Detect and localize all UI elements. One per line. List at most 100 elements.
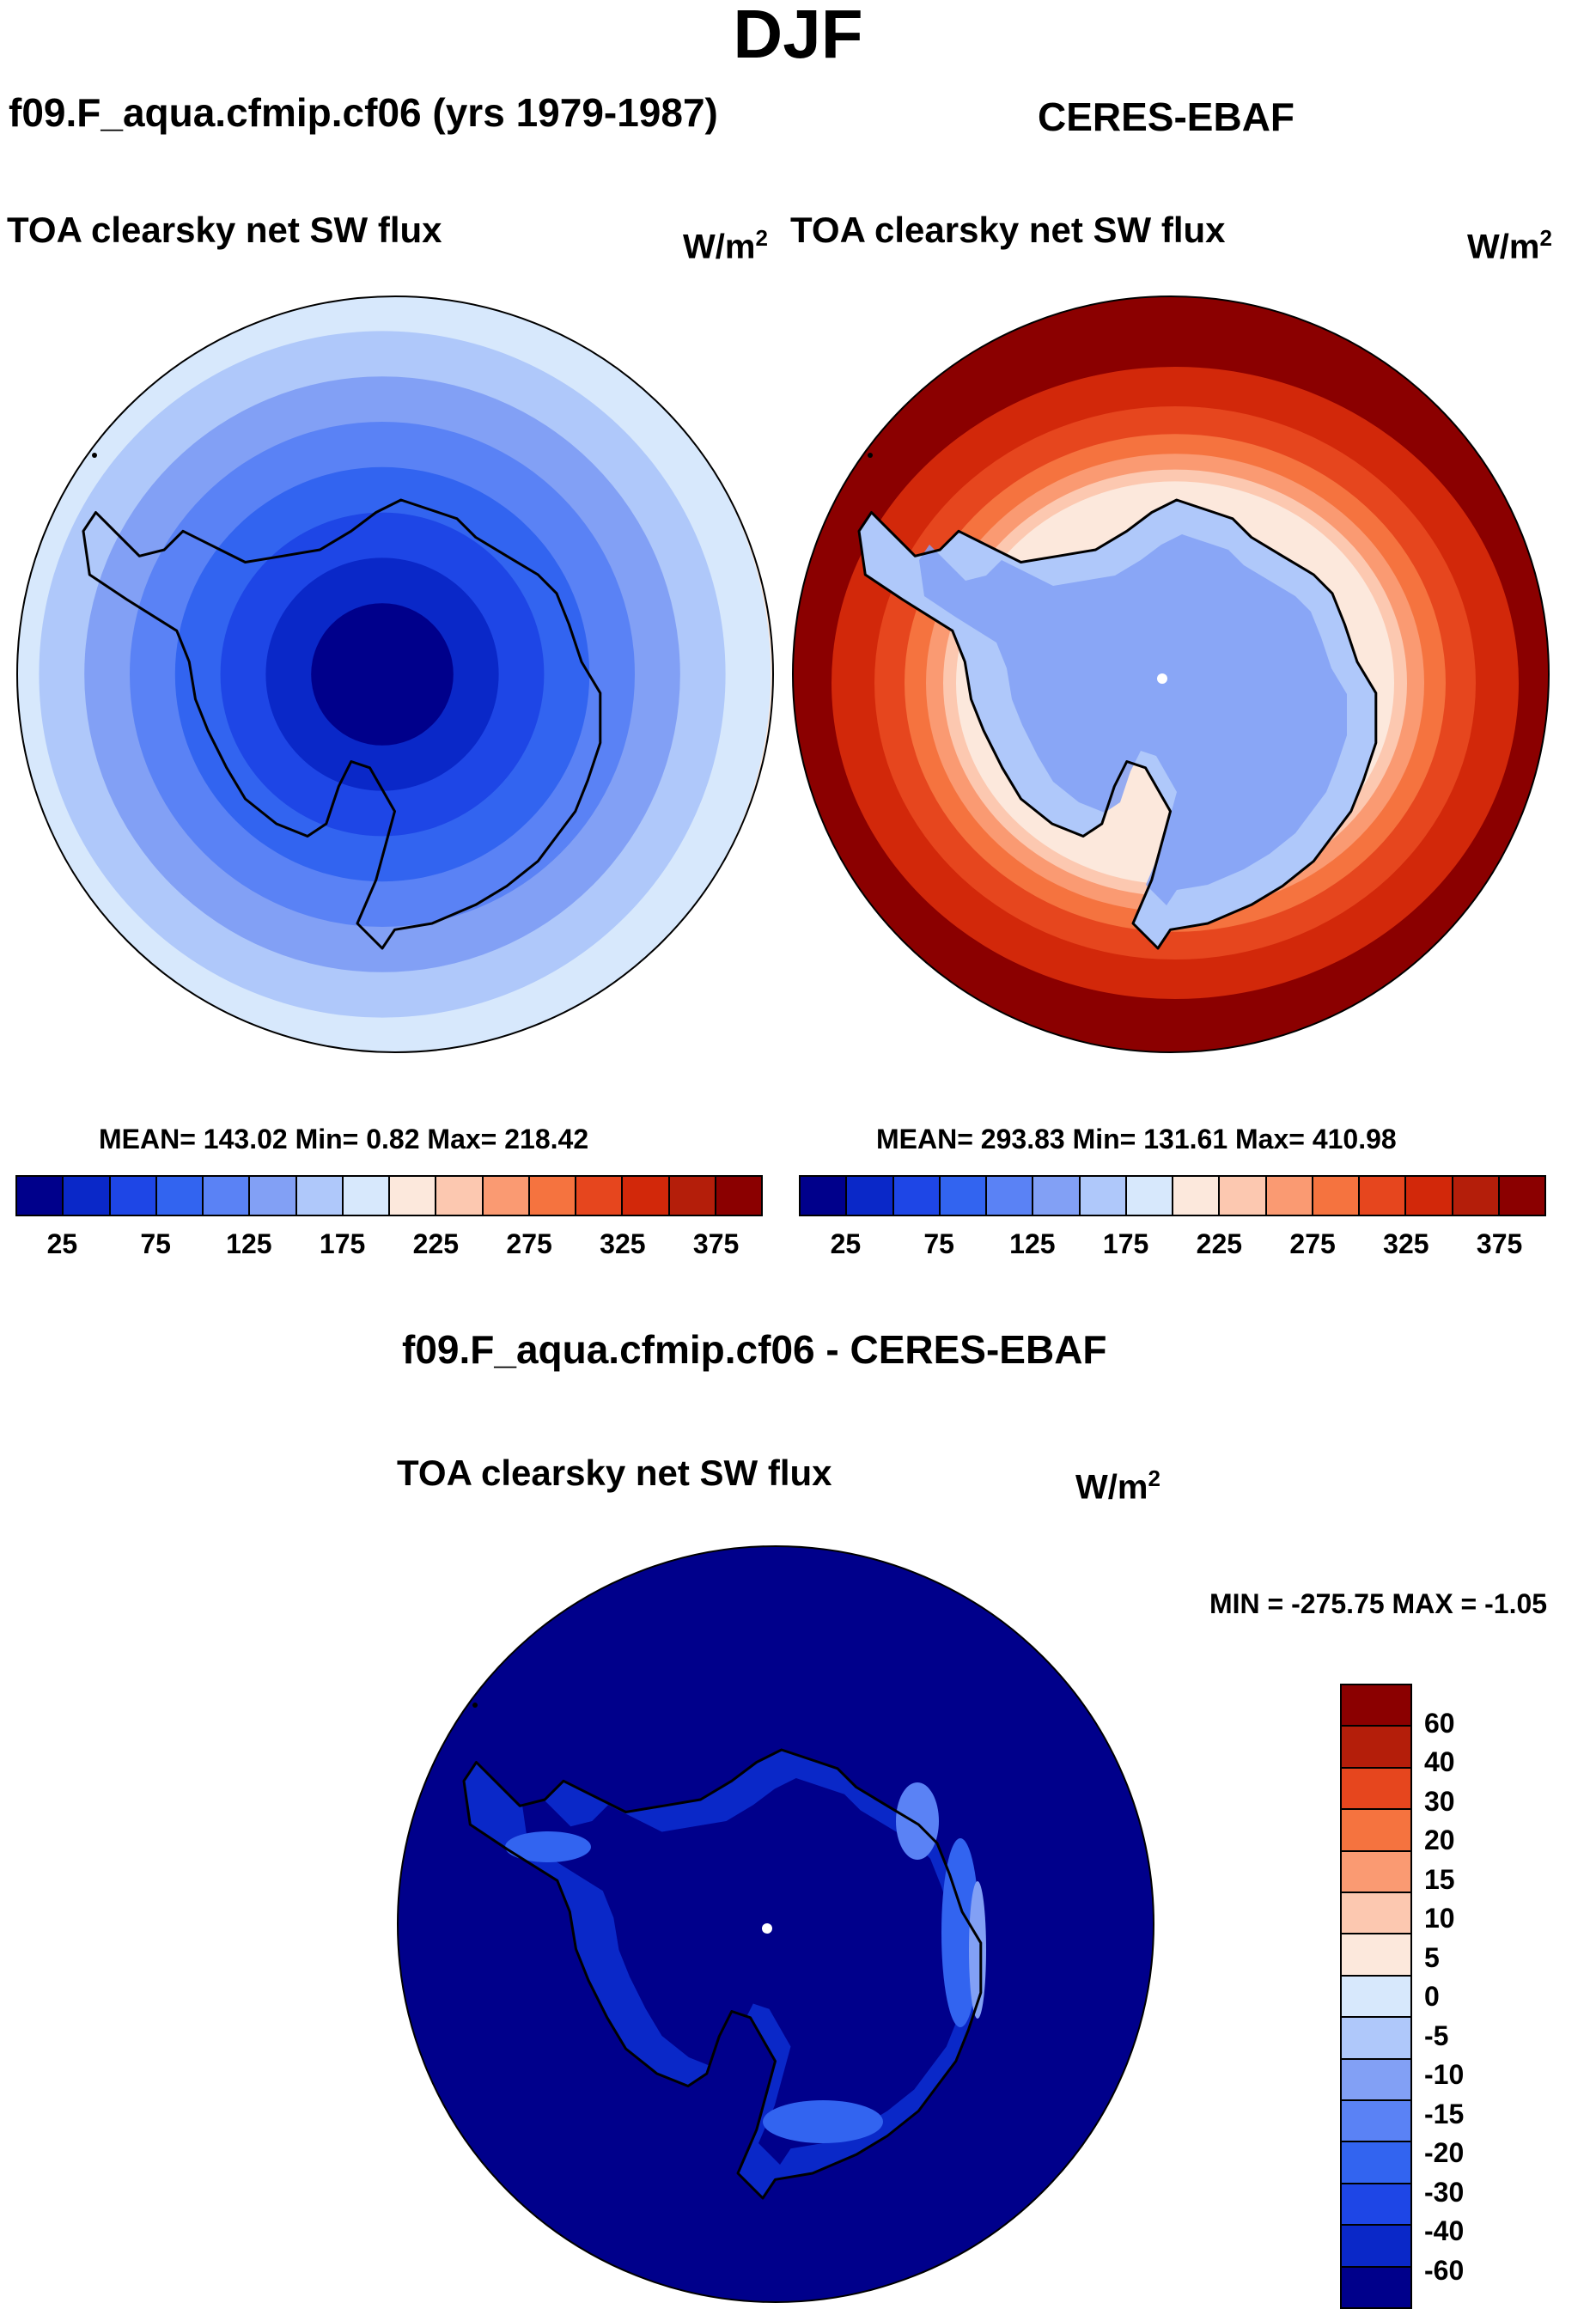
diff-colorbar-swatch [1342, 1768, 1410, 1811]
cbar-obs-swatch [1313, 1177, 1360, 1215]
cbar-obs-swatch [893, 1177, 941, 1215]
diff-colorbar-swatch [1342, 2267, 1410, 2308]
model-map-field [17, 296, 773, 1052]
obs-colorbar [799, 1175, 1546, 1216]
diff-map-anomaly-4 [505, 1831, 591, 1862]
model-colorbar [15, 1175, 763, 1216]
cbar-model-swatch [204, 1177, 251, 1215]
diff-colorbar-tick-label: 15 [1424, 1863, 1455, 1895]
ticks-model-label: 125 [226, 1228, 272, 1259]
diff-colorbar-swatch [1342, 1976, 1410, 2019]
cbar-model-swatch [296, 1177, 344, 1215]
cbar-model-swatch [529, 1177, 576, 1215]
obs-map-ice-interior [919, 534, 1347, 905]
cbar-model-swatch [390, 1177, 437, 1215]
diff-colorbar-tick-label: -30 [1424, 2176, 1465, 2208]
cbar-model-swatch [64, 1177, 111, 1215]
ticks-obs-label: 25 [830, 1228, 862, 1259]
diff-map-anomaly-1 [969, 1881, 986, 2019]
diff-map-coastline [462, 1748, 983, 2200]
diff-colorbar-tick-label: 0 [1424, 1981, 1440, 2012]
diff-colorbar-swatch [1342, 2184, 1410, 2227]
diff-colorbar-tick-label: 30 [1424, 1785, 1455, 1817]
model-map-border [16, 295, 774, 1053]
diff-map-border [397, 1545, 1154, 2303]
diff-polar-map [397, 1545, 1154, 2303]
obs-map-pole-marker [1157, 673, 1167, 684]
diff-panel-title: f09.F_aqua.cfmip.cf06 - CERES-EBAF [402, 1327, 1107, 1372]
model-map-coastline [82, 498, 602, 950]
diff-map-field [398, 1546, 1154, 2302]
diff-colorbar-swatch [1342, 1685, 1410, 1727]
diff-units: W/m2 [1075, 1465, 1160, 1507]
ticks-model-label: 275 [506, 1228, 552, 1259]
ticks-obs-label: 75 [923, 1228, 954, 1259]
cbar-model-swatch [156, 1177, 204, 1215]
diff-colorbar-swatch [1342, 1934, 1410, 1977]
ticks-model-label: 175 [319, 1228, 366, 1259]
diff-colorbar-swatch [1342, 1727, 1410, 1769]
cbar-model-swatch [576, 1177, 624, 1215]
diff-map-anomaly-2 [896, 1782, 939, 1860]
diff-colorbar-tick-label: -5 [1424, 2020, 1449, 2051]
obs-map-field [793, 296, 1549, 1052]
diff-colorbar-swatch [1342, 1893, 1410, 1935]
cbar-obs-swatch [1080, 1177, 1127, 1215]
diff-colorbar-tick-label: -10 [1424, 2059, 1465, 2090]
cbar-obs-swatch [1033, 1177, 1081, 1215]
obs-map-border [792, 295, 1550, 1053]
diff-stats: MIN = -275.75 MAX = -1.05 [1209, 1588, 1548, 1619]
diff-map-anomaly-0 [941, 1838, 979, 2027]
diff-colorbar-swatch [1342, 1810, 1410, 1852]
diff-colorbar-tick-label: -40 [1424, 2215, 1465, 2246]
obs-variable-label: TOA clearsky net SW flux [790, 210, 1226, 250]
ticks-model-label: 375 [692, 1228, 740, 1259]
obs-units: W/m2 [1467, 225, 1552, 266]
model-variable-label: TOA clearsky net SW flux [7, 210, 442, 250]
diff-colorbar-tick-label: 60 [1424, 1707, 1455, 1739]
cbar-obs-swatch [1126, 1177, 1173, 1215]
diff-map-anomaly-3 [763, 2100, 883, 2143]
main-title: DJF [733, 0, 863, 72]
cbar-model-swatch [716, 1177, 761, 1215]
model-map-band-0 [311, 603, 454, 746]
model-units: W/m2 [683, 225, 768, 266]
cbar-obs-swatch [801, 1177, 848, 1215]
ticks-model-label: 325 [600, 1228, 646, 1259]
cbar-obs-swatch [987, 1177, 1034, 1215]
cbar-obs-swatch [847, 1177, 894, 1215]
model-map-island [92, 453, 97, 458]
diff-map-ice-interior [522, 1778, 968, 2165]
cbar-model-swatch [483, 1177, 530, 1215]
cbar-obs-swatch [940, 1177, 987, 1215]
ticks-obs-label: 175 [1102, 1228, 1149, 1259]
diff-colorbar-swatch [1342, 2142, 1410, 2184]
diff-colorbar-swatch [1342, 2018, 1410, 2060]
cbar-model-swatch [343, 1177, 390, 1215]
diff-colorbar-tick-label: -15 [1424, 2098, 1465, 2129]
cbar-model-swatch [623, 1177, 670, 1215]
ticks-obs-label: 275 [1289, 1228, 1336, 1259]
model-polar-map [16, 295, 774, 1053]
diff-colorbar-swatch [1342, 1851, 1410, 1894]
cbar-model-swatch [250, 1177, 297, 1215]
obs-polar-map [792, 295, 1550, 1053]
diff-colorbar [1340, 1684, 1412, 2309]
diff-colorbar-tick-label: 20 [1424, 1825, 1455, 1855]
cbar-obs-swatch [1360, 1177, 1407, 1215]
diff-variable-label: TOA clearsky net SW flux [397, 1453, 832, 1493]
model-stats: MEAN= 143.02 Min= 0.82 Max= 218.42 [99, 1124, 589, 1154]
diff-colorbar-swatch [1342, 2226, 1410, 2268]
obs-panel-title: CERES-EBAF [1038, 94, 1295, 139]
cbar-obs-swatch [1173, 1177, 1221, 1215]
cbar-obs-swatch [1220, 1177, 1267, 1215]
cbar-model-swatch [436, 1177, 484, 1215]
cbar-model-swatch [17, 1177, 64, 1215]
diff-colorbar-tick-label: -20 [1424, 2137, 1465, 2168]
obs-stats: MEAN= 293.83 Min= 131.61 Max= 410.98 [876, 1124, 1397, 1154]
ticks-obs-label: 225 [1196, 1228, 1243, 1259]
ticks-obs-label: 125 [1009, 1228, 1056, 1259]
model-panel-title: f09.F_aqua.cfmip.cf06 (yrs 1979-1987) [9, 90, 718, 135]
ticks-model-label: 25 [46, 1228, 78, 1259]
diff-colorbar-swatch [1342, 2101, 1410, 2143]
